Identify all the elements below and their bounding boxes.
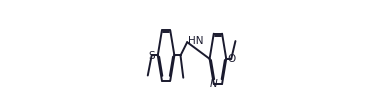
Text: O: O — [227, 54, 235, 64]
Text: S: S — [148, 51, 155, 60]
Text: N: N — [210, 79, 217, 89]
Text: HN: HN — [188, 36, 203, 46]
